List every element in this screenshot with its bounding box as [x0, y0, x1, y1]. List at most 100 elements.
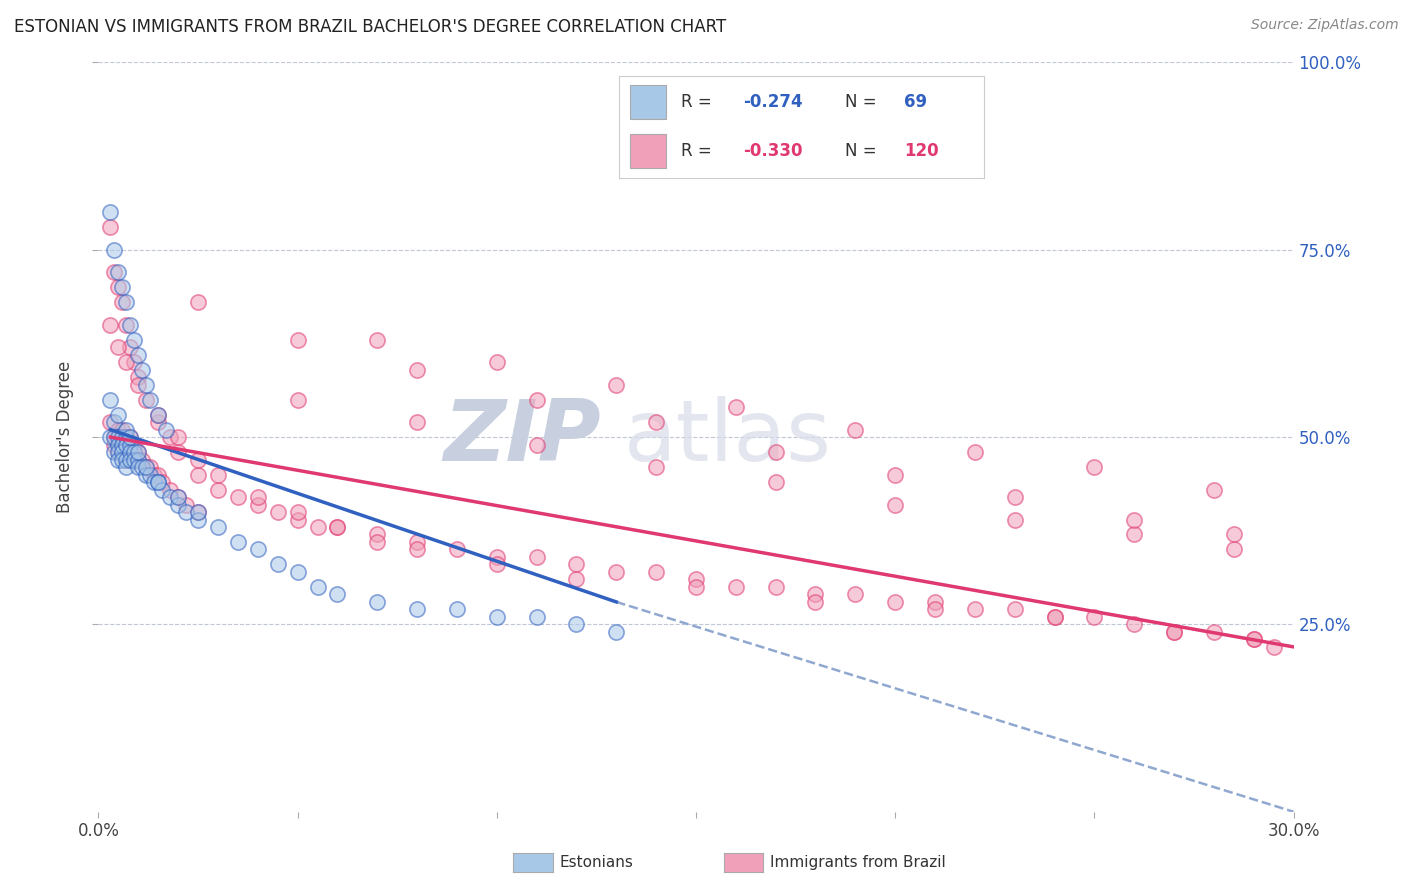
Point	[1083, 610, 1105, 624]
Point	[107, 265, 129, 279]
Point	[884, 595, 907, 609]
Point	[107, 437, 129, 451]
Point	[174, 498, 197, 512]
Point	[124, 355, 146, 369]
Point	[485, 558, 508, 572]
Point	[124, 445, 146, 459]
Point	[765, 445, 787, 459]
Point	[485, 355, 508, 369]
Point	[107, 430, 129, 444]
Point	[406, 415, 429, 429]
Point	[107, 408, 129, 422]
Point	[167, 490, 190, 504]
Point	[287, 565, 309, 579]
Point	[120, 437, 142, 451]
Point	[127, 445, 149, 459]
Point	[924, 595, 946, 609]
Point	[366, 333, 388, 347]
Point	[844, 423, 866, 437]
Point	[98, 415, 122, 429]
Point	[115, 460, 138, 475]
Point	[135, 460, 157, 475]
Point	[124, 452, 146, 467]
Point	[103, 430, 125, 444]
Text: Immigrants from Brazil: Immigrants from Brazil	[770, 855, 946, 870]
Text: N =: N =	[845, 93, 882, 111]
Point	[115, 430, 138, 444]
Point	[131, 362, 153, 376]
Point	[765, 475, 787, 489]
Point	[143, 475, 166, 489]
Point	[226, 535, 249, 549]
Point	[159, 483, 181, 497]
Point	[111, 280, 134, 294]
Point	[1202, 483, 1225, 497]
Point	[111, 430, 134, 444]
Point	[167, 498, 190, 512]
Point	[127, 377, 149, 392]
Point	[127, 348, 149, 362]
Point	[187, 512, 209, 526]
Point	[159, 430, 181, 444]
Point	[131, 452, 153, 467]
Point	[107, 340, 129, 354]
Point	[120, 318, 142, 332]
Text: 120: 120	[904, 142, 938, 161]
Point	[1123, 512, 1146, 526]
Point	[326, 587, 349, 601]
Point	[139, 460, 162, 475]
Text: ESTONIAN VS IMMIGRANTS FROM BRAZIL BACHELOR'S DEGREE CORRELATION CHART: ESTONIAN VS IMMIGRANTS FROM BRAZIL BACHE…	[14, 18, 727, 36]
Point	[111, 295, 134, 310]
Point	[326, 520, 349, 534]
Point	[103, 445, 125, 459]
Text: atlas: atlas	[624, 395, 832, 479]
Point	[107, 452, 129, 467]
Point	[446, 542, 468, 557]
Point	[111, 430, 134, 444]
Point	[124, 437, 146, 451]
Point	[120, 430, 142, 444]
Text: 69: 69	[904, 93, 927, 111]
Point	[148, 408, 170, 422]
Point	[605, 565, 627, 579]
Point	[139, 467, 162, 482]
Point	[107, 423, 129, 437]
Point	[98, 220, 122, 235]
Point	[148, 408, 170, 422]
Point	[115, 452, 138, 467]
Point	[526, 549, 548, 564]
Point	[167, 430, 190, 444]
Point	[187, 467, 209, 482]
Point	[446, 602, 468, 616]
Point	[187, 505, 209, 519]
Point	[1004, 512, 1026, 526]
Point	[526, 392, 548, 407]
Point	[1223, 542, 1246, 557]
Point	[565, 617, 588, 632]
Point	[120, 452, 142, 467]
Point	[287, 392, 309, 407]
Y-axis label: Bachelor's Degree: Bachelor's Degree	[56, 361, 75, 513]
Point	[111, 437, 134, 451]
Point	[924, 602, 946, 616]
Point	[307, 580, 329, 594]
Text: Source: ZipAtlas.com: Source: ZipAtlas.com	[1251, 18, 1399, 32]
Point	[406, 602, 429, 616]
Point	[963, 445, 986, 459]
Point	[127, 452, 149, 467]
Point	[1004, 602, 1026, 616]
Point	[103, 265, 125, 279]
Point	[159, 490, 181, 504]
Point	[107, 430, 129, 444]
Point	[844, 587, 866, 601]
Point	[115, 318, 138, 332]
Point	[605, 624, 627, 639]
Point	[148, 475, 170, 489]
Point	[565, 558, 588, 572]
Point	[148, 475, 170, 489]
Point	[207, 483, 229, 497]
Point	[1163, 624, 1185, 639]
Text: N =: N =	[845, 142, 882, 161]
Point	[135, 460, 157, 475]
Point	[127, 452, 149, 467]
